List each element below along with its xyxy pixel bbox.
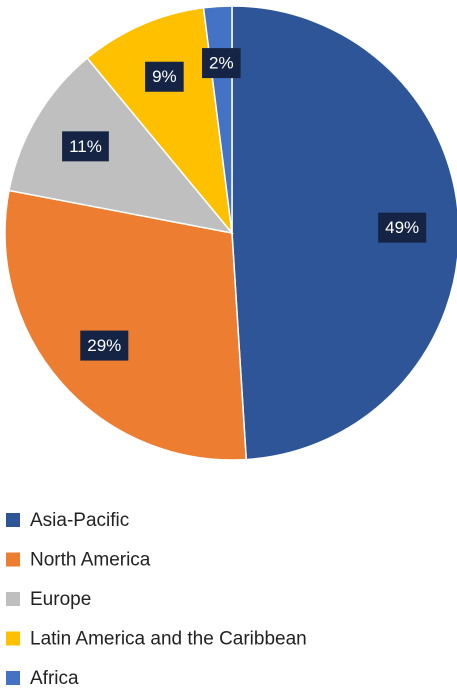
pie-slice — [86, 6, 234, 236]
legend-label: Africa — [30, 668, 79, 689]
value-label-box — [62, 131, 109, 162]
legend-label: North America — [30, 550, 151, 571]
legend-swatch — [6, 552, 20, 567]
pie-slice — [4, 189, 248, 461]
value-label-box — [80, 330, 129, 361]
value-label-box — [145, 61, 184, 92]
value-label: 2% — [209, 54, 234, 73]
legend-label: Latin America and the Caribbean — [30, 629, 307, 650]
pie-slice — [8, 57, 234, 235]
value-label: 11% — [69, 137, 102, 156]
value-label-box — [202, 48, 241, 79]
legend-swatch — [6, 513, 20, 527]
legend-label: Asia-Pacific — [30, 510, 129, 531]
legend-swatch — [6, 631, 20, 646]
value-label: 9% — [152, 67, 177, 86]
legend-swatch — [6, 671, 20, 685]
pie-slice — [231, 5, 457, 461]
legend-label: Europe — [30, 589, 91, 610]
value-label-box — [378, 212, 427, 243]
value-label: 49% — [385, 218, 419, 237]
value-label: 29% — [87, 336, 121, 355]
legend-swatch — [6, 592, 20, 606]
